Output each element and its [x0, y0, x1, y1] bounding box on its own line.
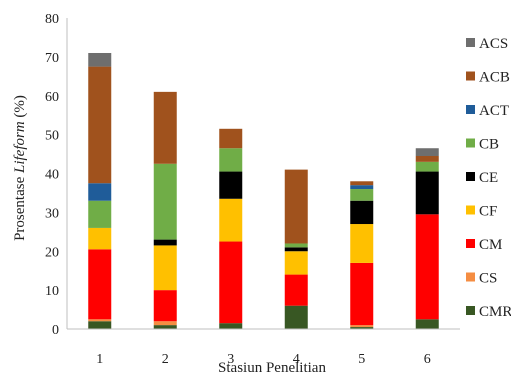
legend-swatch-cm [466, 239, 475, 248]
x-tick-label: 5 [358, 352, 365, 367]
legend-label-ce: CE [479, 170, 498, 186]
bar-segment-cmr-2 [153, 325, 177, 329]
bar-segment-cs-1 [88, 319, 112, 322]
bar-segment-cb-4 [284, 243, 308, 248]
bar-segment-cs-2 [153, 321, 177, 326]
bar-segment-acb-5 [350, 181, 374, 186]
x-tick-label: 6 [424, 352, 431, 367]
bar-segment-ce-2 [153, 239, 177, 246]
bar-segment-cm-2 [153, 290, 177, 322]
x-tick-label: 2 [162, 352, 169, 367]
y-tick-label: 80 [45, 12, 59, 27]
y-tick-label: 60 [45, 90, 59, 105]
x-tick-label: 1 [96, 352, 103, 367]
bar-segment-acs-6 [415, 148, 439, 157]
bar-segment-cb-6 [415, 161, 439, 172]
y-tick-label: 30 [45, 206, 59, 221]
legend-swatch-cs [466, 272, 475, 282]
legend-label-act: ACT [479, 103, 509, 119]
x-tick-label: 4 [293, 352, 300, 367]
legend-label-acs: ACS [479, 36, 508, 52]
legend-swatch-acs [466, 38, 475, 47]
bar-segment-cf-4 [284, 251, 308, 275]
bar-segment-acb-4 [284, 169, 308, 244]
bar-segment-acb-3 [219, 128, 243, 149]
y-tick-label: 10 [45, 284, 59, 299]
x-tick-label: 3 [227, 352, 234, 367]
bar-segment-cmr-4 [284, 305, 308, 329]
legend-label-cf: CF [479, 204, 497, 220]
bar-segment-cmr-1 [88, 321, 112, 329]
legend-swatch-acb [466, 71, 475, 81]
bar-segment-cmr-5 [350, 327, 374, 329]
bar-segment-cb-5 [350, 189, 374, 201]
bar-segment-cmr-3 [219, 323, 243, 329]
legend-label-cs: CS [479, 271, 497, 287]
legend-swatch-ce [466, 172, 475, 181]
legend-swatch-cmr [466, 306, 475, 315]
bar-segment-act-1 [88, 183, 112, 201]
bar-segment-cf-1 [88, 227, 112, 250]
y-tick-label: 0 [52, 323, 59, 338]
bar-segment-ce-6 [415, 171, 439, 215]
bar-segment-acs-1 [88, 52, 112, 67]
legend-swatch-cb [466, 138, 475, 148]
bar-segment-cm-3 [219, 241, 243, 324]
bar-segment-cb-1 [88, 200, 112, 228]
bar-segment-cm-1 [88, 249, 112, 320]
bar-segment-cb-2 [153, 163, 177, 240]
bar-segment-ce-4 [284, 247, 308, 252]
bar-segment-cm-5 [350, 262, 374, 326]
bar-segment-cf-3 [219, 198, 243, 242]
y-tick-label: 50 [45, 129, 59, 144]
legend: ACS ACB ACT CB CE CF CM CS CMR [466, 36, 511, 320]
bar-segment-act-5 [350, 185, 374, 190]
legend-swatch-cf [466, 205, 475, 215]
x-axis-title: Stasiun Penelitian [218, 360, 326, 376]
y-axis-title: Prosentase Lifeform (%) [12, 95, 28, 241]
bar-segment-acb-1 [88, 66, 112, 184]
bar-segment-cb-3 [219, 148, 243, 172]
bar-segment-acb-2 [153, 91, 177, 164]
bar-segment-cm-4 [284, 274, 308, 306]
y-tick-label: 70 [45, 51, 59, 66]
legend-swatch-act [466, 105, 475, 114]
bar-segment-ce-3 [219, 171, 243, 199]
bar-segment-cmr-6 [415, 319, 439, 329]
y-tick-label: 40 [45, 168, 59, 183]
bar-segment-acb-6 [415, 156, 439, 162]
bar-segment-cs-5 [350, 325, 374, 328]
bar-segment-cf-5 [350, 224, 374, 263]
bar-segment-cm-6 [415, 214, 439, 320]
legend-label-cm: CM [479, 237, 502, 253]
bar-segment-cf-2 [153, 245, 177, 291]
bar-segment-ce-5 [350, 200, 374, 225]
legend-label-cb: CB [479, 137, 499, 153]
legend-label-acb: ACB [479, 70, 510, 86]
plot-area [88, 52, 439, 329]
y-tick-label: 20 [45, 245, 59, 260]
legend-label-cmr: CMR [479, 304, 511, 320]
axes: 0 10 20 30 40 50 60 70 80 1 2 3 4 5 6 [45, 12, 460, 367]
